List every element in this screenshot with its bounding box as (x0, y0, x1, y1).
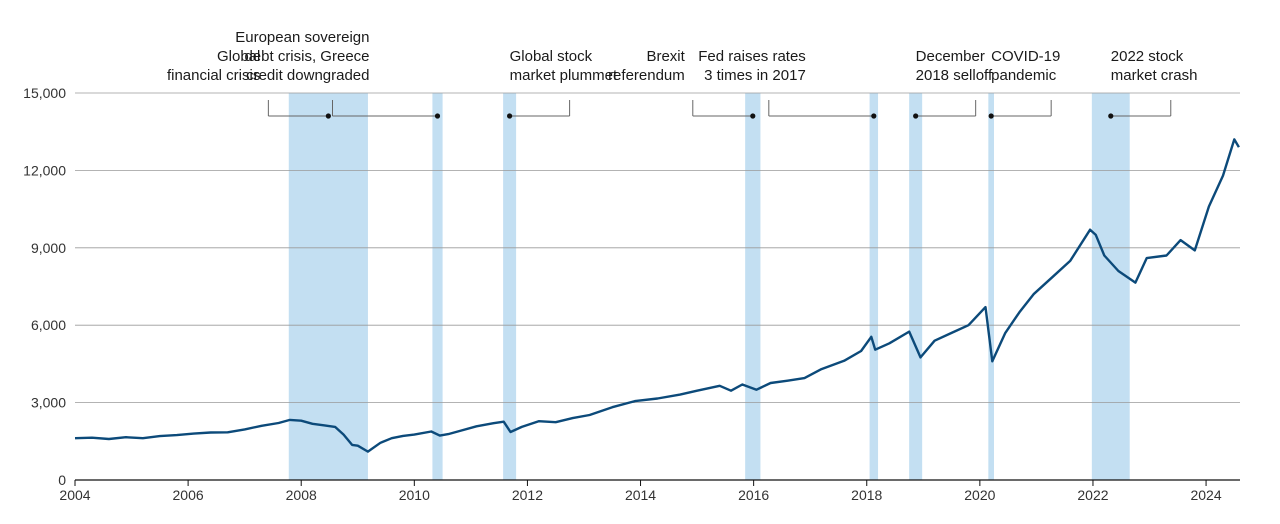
event-band-2 (503, 93, 517, 480)
annotation-label: debt crisis, Greece (244, 48, 369, 65)
y-tick-label: 3,000 (31, 395, 66, 411)
annotation-dot (988, 113, 994, 119)
annotation-dot (913, 113, 919, 119)
event-band-7 (1091, 93, 1130, 480)
annotation-label: financial crisis (167, 67, 260, 84)
annotation-dot (871, 113, 877, 119)
annotation-label: December (916, 48, 985, 65)
event-band-6 (988, 93, 994, 480)
annotation-label: 2018 selloff (916, 67, 993, 84)
x-tick-label: 2012 (512, 487, 543, 503)
event-band-4 (869, 93, 879, 480)
x-tick-label: 2024 (1190, 487, 1221, 503)
annotation-label: credit downgraded (246, 67, 369, 84)
annotation-dot (434, 113, 441, 119)
event-band-3 (745, 93, 761, 480)
series-line-0 (74, 138, 1240, 453)
x-tick-label: 2014 (625, 487, 656, 503)
x-tick-label: 2022 (1077, 487, 1108, 503)
gridlines (75, 92, 1240, 481)
y-tick-label: 6,000 (31, 317, 66, 333)
y-tick-label: 12,000 (23, 162, 66, 178)
annotation-label: Global (217, 48, 260, 65)
event-band-1 (432, 93, 443, 480)
annotation-label: Brexit (646, 48, 685, 65)
annotation-dot (507, 113, 513, 119)
y-tick-label: 0 (58, 472, 66, 488)
event-band-5 (909, 93, 923, 480)
event-bands (288, 93, 1130, 480)
annotation-label: COVID-19 (991, 48, 1060, 65)
annotation-label: Fed raises rates (698, 48, 806, 65)
annotation-label: pandemic (991, 67, 1057, 84)
annotation-label: 3 times in 2017 (704, 67, 806, 84)
annotation-label: Global stock (510, 48, 593, 65)
annotation-label: referendum (608, 67, 685, 84)
x-tick-label: 2016 (738, 487, 769, 503)
x-tick-label: 2020 (964, 487, 995, 503)
annotation-dot (1108, 113, 1114, 119)
y-tick-label: 15,000 (23, 85, 66, 101)
annotation-label: European sovereign (235, 29, 369, 46)
x-tick-labels: 2004 2006 2008 2010 2012 2014 2016 2018 2020 2022… (59, 480, 1222, 503)
annotation-label: market plummet (510, 67, 618, 84)
y-tick-labels: 0 3,000 6,000 9,000 12,000 15,000 (23, 85, 66, 488)
annotation-label: 2022 stock (1111, 48, 1184, 65)
x-tick-label: 2004 (59, 487, 90, 503)
event-band-0 (288, 93, 368, 480)
annotation-dot (325, 113, 331, 119)
x-tick-label: 2010 (399, 487, 430, 503)
annotation-dot (750, 113, 756, 119)
x-tick-label: 2018 (851, 487, 882, 503)
y-tick-label: 9,000 (31, 240, 66, 256)
x-tick-label: 2006 (173, 487, 204, 503)
event-annotations: Global financial crisis European sovereign… (167, 29, 1197, 119)
annotation-label: market crash (1111, 67, 1198, 84)
series-lines (74, 138, 1240, 453)
x-tick-label: 2008 (286, 487, 317, 503)
